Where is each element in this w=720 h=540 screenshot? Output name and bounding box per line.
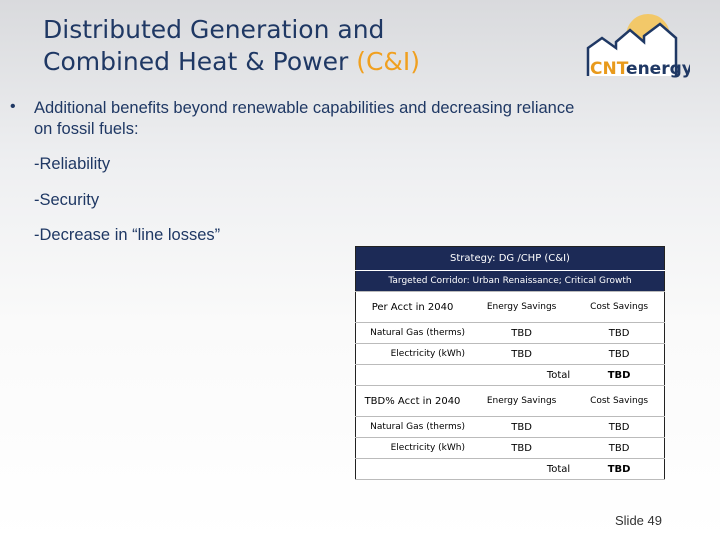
spacer-cell [355,364,469,386]
total-row: Total TBD [355,364,665,386]
table-title-row: Strategy: DG /CHP (C&I) [355,246,665,271]
total-label: Total [469,458,575,480]
header-cell: TBD% Acct in 2040 [355,385,469,417]
data-cell: Natural Gas (therms) [355,322,469,344]
header-cell: Cost Savings [574,291,665,323]
title: Distributed Generation and Combined Heat… [43,14,420,78]
table-subtitle-row: Targeted Corridor: Urban Renaissance; Cr… [355,270,665,292]
logo-houses [586,22,678,76]
title-highlight: (C&I) [356,47,421,76]
header-cell: Energy Savings [469,385,575,417]
table-title: Strategy: DG /CHP (C&I) [355,246,665,271]
total-value: TBD [574,458,665,480]
total-label: Total [469,364,575,386]
title-line: Combined Heat & Power (C&I) [43,46,420,78]
title-line: Distributed Generation and [43,15,385,44]
strategy-table: Strategy: DG /CHP (C&I) Targeted Corrido… [355,246,665,480]
list-item: -Decrease in “line losses” [34,226,221,244]
header-cell: Cost Savings [574,385,665,417]
header-cell: Per Acct in 2040 [355,291,469,323]
data-row: Natural Gas (therms) TBD TBD [355,416,665,438]
logo-text: CNTenergy [590,59,690,79]
data-cell: TBD [469,437,575,459]
data-cell: TBD [469,343,575,365]
data-cell: TBD [574,322,665,344]
section-header-row: Per Acct in 2040 Energy Savings Cost Savin… [355,291,665,323]
bullet-text: Additional benefits beyond renewable cap… [34,99,575,138]
list-item: -Reliability [34,155,111,173]
data-cell: TBD [574,416,665,438]
data-cell: Electricity (kWh) [355,343,469,365]
data-cell: TBD [574,343,665,365]
slide-number: Slide 49 [615,513,662,528]
header-cell: Energy Savings [469,291,575,323]
data-cell: TBD [469,416,575,438]
table-subtitle: Targeted Corridor: Urban Renaissance; Cr… [355,270,665,292]
data-cell: TBD [469,322,575,344]
data-cell: Natural Gas (therms) [355,416,469,438]
title-text: Combined Heat & Power [43,47,349,76]
data-row: Electricity (kWh) TBD TBD [355,343,665,365]
bullet-mark: • [10,98,16,115]
spacer-cell [355,458,469,480]
list-item: -Security [34,191,100,209]
total-row: Total TBD [355,458,665,480]
data-row: Electricity (kWh) TBD TBD [355,437,665,459]
data-cell: TBD [574,437,665,459]
logo: CNTenergy [586,14,690,79]
data-row: Natural Gas (therms) TBD TBD [355,322,665,344]
section-header-row: TBD% Acct in 2040 Energy Savings Cost Savi… [355,385,665,417]
total-value: TBD [574,364,665,386]
data-cell: Electricity (kWh) [355,437,469,459]
